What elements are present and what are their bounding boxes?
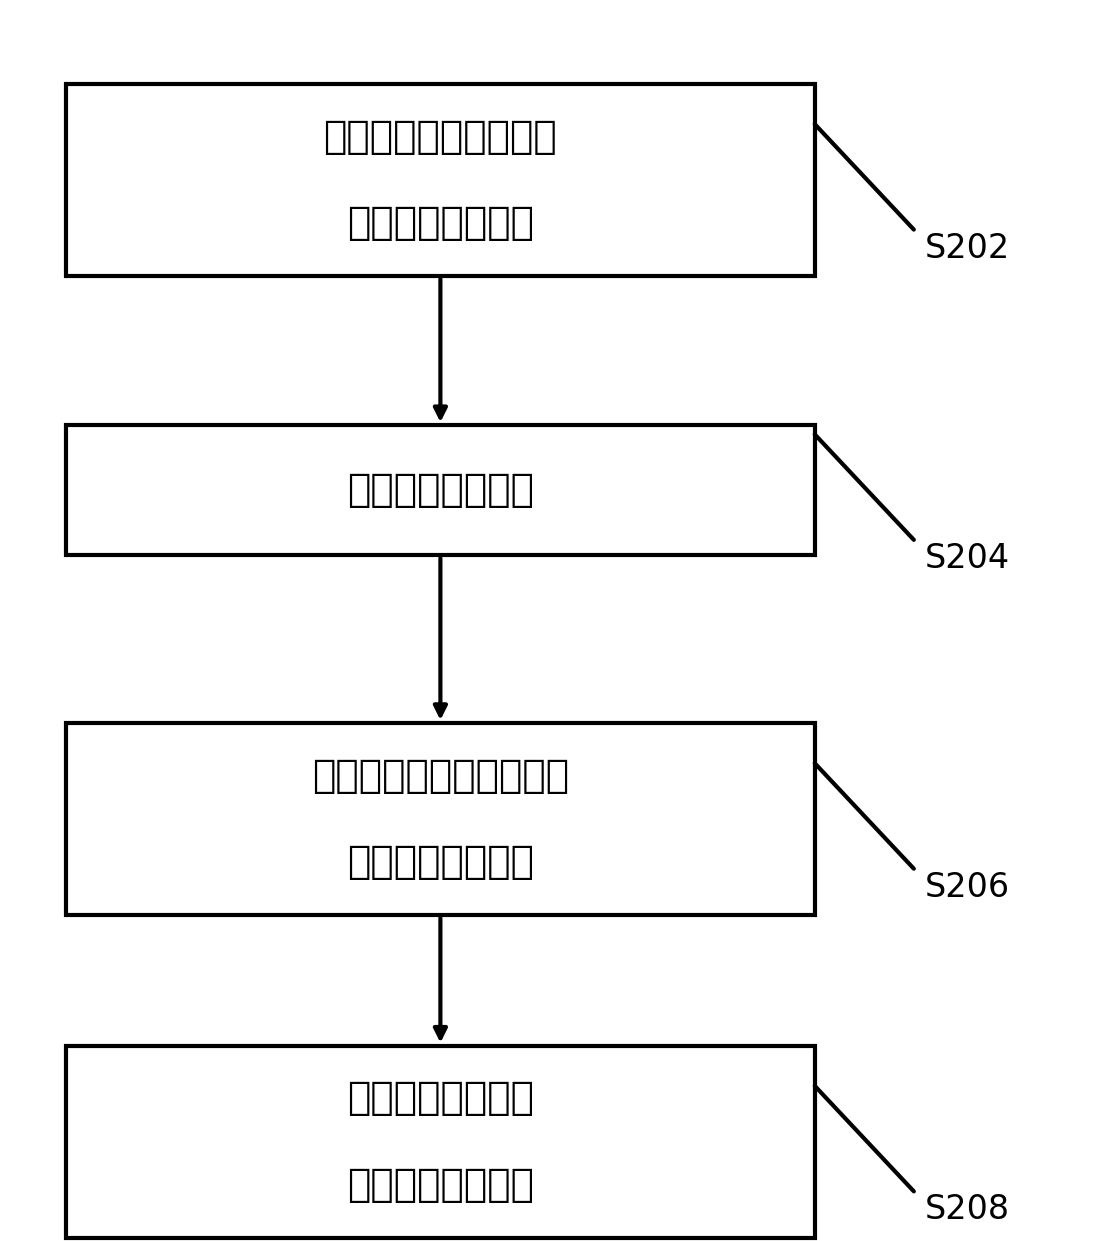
Text: 计算控制参数曲线: 计算控制参数曲线	[347, 844, 534, 881]
Text: S206: S206	[925, 871, 1010, 903]
Text: S202: S202	[925, 232, 1010, 264]
Text: 获取中央空调动态水力: 获取中央空调动态水力	[324, 118, 557, 155]
Bar	[66, 84, 815, 277]
Text: 设定目标室内环境: 设定目标室内环境	[347, 472, 534, 509]
Text: 控制中央空调系统: 控制中央空调系统	[347, 1080, 534, 1117]
Bar	[66, 722, 815, 916]
Bar	[66, 424, 815, 556]
Bar	[66, 1045, 815, 1239]
Text: S204: S204	[925, 542, 1010, 575]
Text: 根据获取数据及设定数据: 根据获取数据及设定数据	[312, 757, 569, 794]
Text: 运行控制参数曲线: 运行控制参数曲线	[347, 1167, 534, 1204]
Text: S208: S208	[925, 1194, 1010, 1226]
Text: 平衡计算所需数据: 平衡计算所需数据	[347, 205, 534, 242]
